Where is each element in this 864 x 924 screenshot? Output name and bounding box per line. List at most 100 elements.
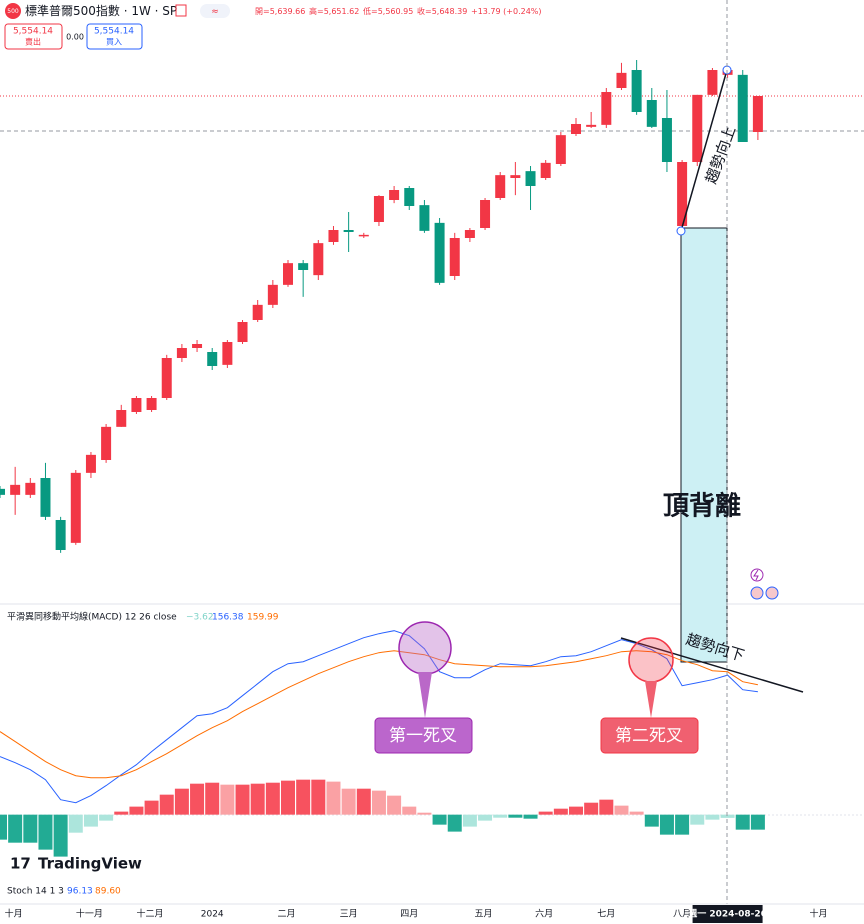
sell-button[interactable] [4, 23, 63, 50]
histogram-bar [690, 814, 705, 825]
divergence-box [680, 227, 728, 663]
histogram-bar [68, 814, 83, 833]
histogram-bar [129, 806, 144, 815]
histogram-bar [584, 802, 599, 815]
histogram-bar [0, 814, 7, 840]
x-tick-label: 2024 [201, 910, 224, 920]
flag-icon[interactable] [175, 4, 187, 17]
callout-pointer [645, 681, 657, 718]
histogram-bar [144, 800, 159, 815]
macd-readout: 159.99 [247, 613, 279, 623]
x-tick-label: 十一月 [76, 908, 103, 920]
ohlc-readout: 開=5,639.66 高=5,651.62 低=5,560.95 收=5,648.39… [255, 6, 542, 16]
candle-body [601, 92, 612, 125]
x-tick-label: 十二月 [137, 908, 164, 920]
histogram-bar [8, 814, 23, 843]
candle-body [419, 205, 430, 231]
histogram-bar [720, 814, 735, 818]
macd-pane [0, 630, 765, 857]
histogram-bar [659, 814, 674, 835]
x-tick-label: 七月 [597, 909, 615, 920]
candle-body [495, 175, 506, 198]
histogram-bar [750, 814, 765, 830]
candle-body [55, 520, 66, 550]
candle-body [0, 488, 5, 495]
histogram-bar [281, 780, 295, 815]
histogram-bar [326, 781, 341, 815]
histogram-bar [341, 788, 356, 815]
candle-body [571, 124, 581, 134]
callout-text: 第一死叉 [389, 726, 457, 746]
x-tick-label: 四月 [400, 909, 418, 920]
sell-price: 5,554.14 [13, 27, 53, 37]
candles [0, 60, 763, 553]
x-tick-label: 十月 [5, 908, 23, 920]
histogram-bar [99, 814, 114, 821]
candle-body [373, 196, 384, 222]
candle-body [40, 478, 51, 517]
histogram-bar [387, 795, 402, 815]
symbol-title: 標準普爾500指數 · 1W · SP [25, 3, 177, 18]
candle-body [343, 230, 354, 232]
candle-body [131, 398, 142, 412]
symbol-badge [5, 3, 21, 19]
trend-line-down [620, 637, 804, 693]
histogram-bar [159, 794, 174, 815]
candle-body [510, 175, 521, 178]
histogram-bar [296, 779, 311, 815]
ohlc-value: 低=5,560.95 [363, 6, 413, 16]
pill[interactable] [200, 4, 230, 18]
histogram-bar [462, 814, 477, 827]
candle-body [252, 304, 263, 320]
histogram-bar [250, 783, 265, 815]
candle-body [631, 70, 642, 112]
cursor-label: 週一 2024-08-26 [688, 909, 767, 920]
candle-body [10, 484, 21, 495]
logo[interactable]: TradingView [38, 855, 142, 873]
histogram-bar [371, 790, 386, 815]
buy-label: 買入 [106, 38, 122, 47]
candle-body [146, 398, 157, 410]
candle-body [283, 263, 293, 285]
event-icon[interactable] [750, 568, 764, 582]
candle-body [222, 342, 233, 365]
candle-body [176, 348, 187, 358]
histogram-bar [38, 814, 53, 850]
candle-body [267, 284, 278, 305]
candle-body [540, 162, 551, 178]
x-axis: 十月 十一月 十二月 2024 二月 三月 四月 五月 六月 七月 八月 十月 週一 2024-08-2… [5, 905, 828, 923]
x-tick-label: 三月 [340, 909, 358, 920]
badge-text: 500 [7, 8, 19, 15]
candle-body [449, 238, 460, 276]
candle-body [298, 263, 309, 270]
histogram-bar [523, 814, 538, 819]
histogram-bar [614, 805, 629, 815]
stoch-readout: 96.13 [67, 887, 93, 897]
histogram-bar [23, 814, 38, 843]
histogram-bar [432, 814, 447, 825]
candle-body [692, 94, 703, 162]
histogram-bar [265, 782, 280, 815]
logo-mark: 𝟭𝟳 [10, 855, 31, 873]
candle-body [116, 410, 127, 427]
histogram-bar [235, 784, 250, 815]
candle-body [85, 454, 96, 473]
candle-body [525, 171, 536, 186]
histogram-bar [508, 814, 523, 818]
buy-button[interactable] [86, 23, 143, 50]
candle-body [237, 322, 248, 342]
event-icon[interactable] [765, 586, 779, 600]
event-icon[interactable] [750, 586, 764, 600]
ohlc-value: 高=5,651.62 [309, 6, 359, 16]
trend-line-up [680, 69, 728, 232]
candle-body [616, 72, 627, 88]
x-tick-label: 五月 [475, 909, 493, 920]
macd-line [0, 630, 758, 804]
candle-body [192, 344, 203, 348]
callout-box [374, 717, 473, 754]
histogram-bar [205, 782, 220, 815]
candle-body [646, 100, 657, 127]
candle-body [358, 234, 369, 237]
candle-body [101, 426, 112, 460]
